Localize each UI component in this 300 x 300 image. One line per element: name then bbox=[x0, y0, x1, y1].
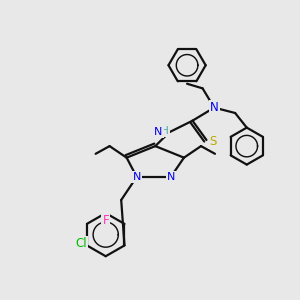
Text: Cl: Cl bbox=[75, 237, 86, 250]
Text: F: F bbox=[102, 214, 109, 226]
Text: N: N bbox=[133, 172, 141, 182]
Text: H: H bbox=[161, 126, 169, 136]
Text: N: N bbox=[210, 101, 219, 114]
Text: N: N bbox=[154, 127, 163, 137]
Text: S: S bbox=[209, 135, 216, 148]
Text: N: N bbox=[167, 172, 175, 182]
